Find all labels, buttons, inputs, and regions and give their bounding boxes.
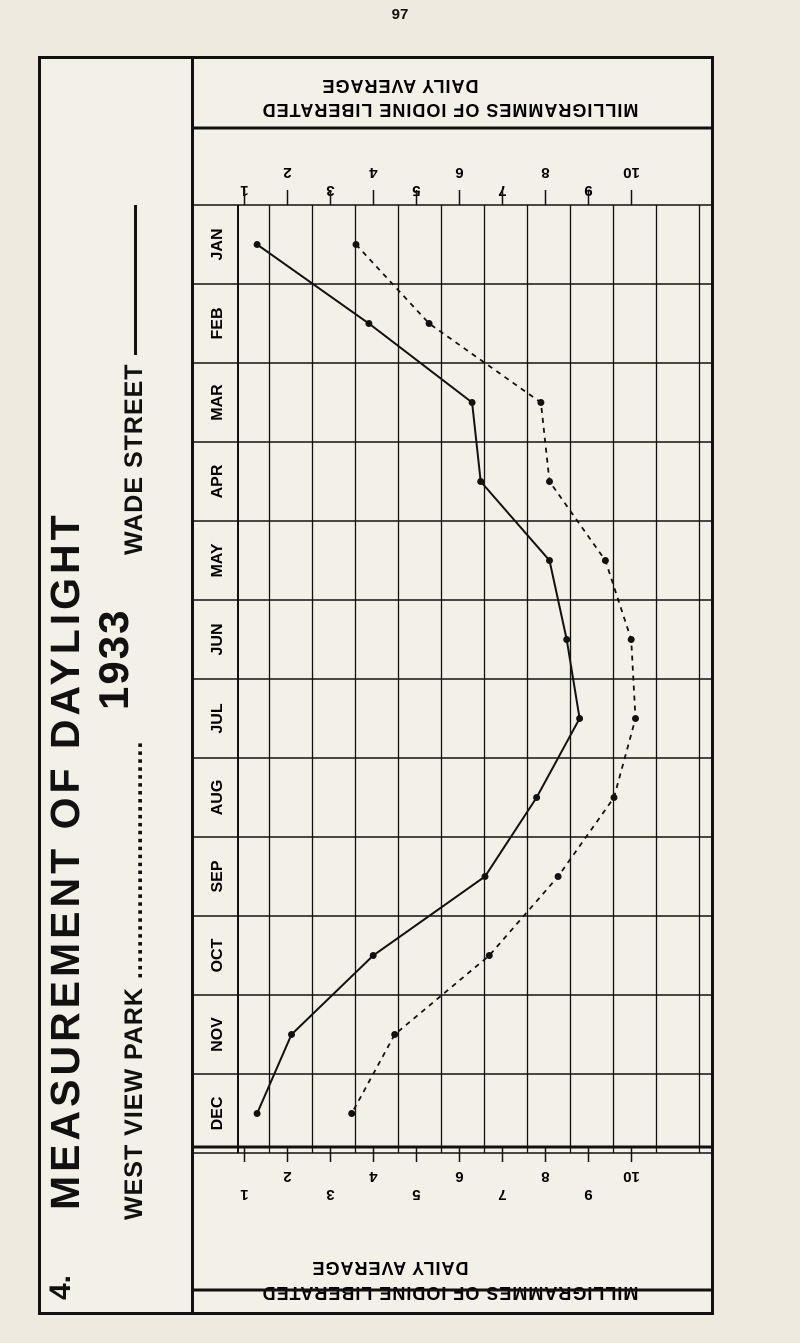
month-label-jul: JUL (209, 703, 226, 733)
month-label-nov: NOV (209, 1017, 226, 1052)
month-label-jan: JAN (209, 228, 226, 260)
figure-frame (38, 56, 714, 1315)
tick-label-bottom: 8 (541, 1168, 549, 1185)
tick-label-bottom: 2 (283, 1168, 291, 1185)
data-point (425, 320, 433, 327)
top-header: DAILY AVERAGE MILLIGRAMMES OF IODINE LIB… (262, 76, 639, 120)
data-point (632, 715, 639, 722)
tick-label-top: 8 (541, 164, 549, 181)
month-label-jun: JUN (209, 623, 226, 655)
data-point (369, 952, 377, 959)
tick-label-top: 10 (623, 164, 640, 181)
month-label-feb: FEB (209, 308, 226, 340)
data-point (537, 399, 545, 406)
bottom-header: DAILY AVERAGE MILLIGRAMMES OF IODINE LIB… (262, 1258, 639, 1303)
data-point (391, 1031, 399, 1038)
tick-label-bottom: 1 (240, 1186, 248, 1203)
data-point (533, 794, 541, 801)
tick-label-top: 2 (283, 164, 291, 181)
data-point (481, 873, 489, 880)
bottom-header-line1: DAILY AVERAGE (311, 1258, 468, 1278)
tick-label-top: 4 (369, 164, 378, 181)
data-point (288, 1031, 295, 1038)
data-point (468, 399, 476, 406)
month-label-aug: AUG (209, 780, 226, 816)
tick-label-bottom: 5 (412, 1186, 420, 1203)
tick-label-bottom: 4 (369, 1168, 378, 1185)
data-point (477, 478, 485, 485)
data-point (627, 636, 635, 643)
tick-label-bottom: 7 (498, 1186, 506, 1203)
top-header-line2: MILLIGRAMMES OF IODINE LIBERATED (262, 100, 639, 120)
tick-label-top: 6 (455, 164, 463, 181)
title-divider (191, 56, 194, 1315)
tick-label-bottom: 6 (455, 1168, 463, 1185)
data-point (352, 241, 360, 248)
data-point (485, 952, 493, 959)
data-point (563, 636, 571, 643)
tick-label-bottom: 10 (623, 1168, 640, 1185)
page-number: 97 (391, 6, 409, 23)
data-point (601, 557, 609, 564)
bottom-header-line2: MILLIGRAMMES OF IODINE LIBERATED (262, 1283, 639, 1303)
data-point (576, 715, 584, 722)
month-label-apr: APR (209, 464, 226, 498)
tick-label-bottom: 9 (584, 1186, 592, 1203)
series-line-wade-street (256, 243, 581, 1114)
data-point (610, 794, 618, 801)
series-line-west-view-park (350, 243, 637, 1114)
data-point (554, 873, 562, 880)
data-point (348, 1110, 356, 1117)
data-point (546, 557, 553, 564)
tick-label-bottom: 3 (326, 1186, 334, 1203)
month-label-mar: MAR (209, 384, 226, 421)
month-label-oct: OCT (209, 938, 226, 972)
data-point (253, 1110, 261, 1117)
data-point (253, 241, 261, 248)
data-point (365, 320, 373, 327)
top-header-line1: DAILY AVERAGE (321, 76, 478, 96)
month-label-may: MAY (209, 543, 226, 577)
month-label-sep: SEP (209, 860, 226, 892)
data-point (546, 478, 553, 485)
month-label-dec: DEC (209, 1096, 226, 1130)
